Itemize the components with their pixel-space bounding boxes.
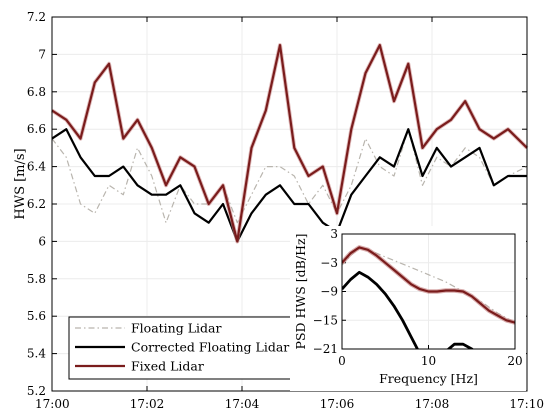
y-tick-label: 6 [38, 234, 46, 248]
inset-y-tick-label: −9 [320, 285, 338, 299]
legend-label: Corrected Floating Lidar [131, 340, 289, 355]
inset-x-tick-label: 20 [507, 354, 522, 368]
x-tick-label: 17:00 [35, 397, 70, 411]
inset-x-tick-label: 0 [338, 354, 346, 368]
inset-x-axis-label: Frequency [Hz] [379, 371, 478, 386]
main-plot-frame [51, 16, 528, 392]
x-tick-label: 17:06 [320, 397, 355, 411]
legend: Floating Lidar Corrected Floating Lidar Fi… [68, 316, 320, 380]
inset-y-tick-label: −3 [320, 256, 338, 270]
x-tick-label: 17:04 [225, 397, 260, 411]
y-tick-label: 6.4 [27, 160, 46, 174]
y-axis-label: HWS [m/s] [13, 148, 28, 219]
inset-y-tick-label: 3 [330, 227, 338, 241]
legend-label: Fixed Lidar [131, 359, 204, 374]
y-tick-label: 6.6 [27, 122, 46, 136]
inset-frame [341, 233, 516, 350]
y-tick-label: 5.6 [27, 309, 46, 323]
inset-series-group [342, 245, 515, 349]
main-plot: 5.2 5.4 5.6 5.8 6 6.2 6.4 6.6 6.8 7 7.2 17:00 17:02 1… [13, 10, 544, 411]
y-tick-label: 5.8 [27, 272, 46, 286]
x-tick-label: 17:08 [415, 397, 450, 411]
inset-y-axis-label: PSD HWS [dB/Hz] [293, 234, 308, 350]
series-line [51, 128, 527, 243]
inset-x-tick-label: 10 [421, 354, 436, 368]
y-tick-label: 5.2 [27, 384, 46, 398]
x-tick-label: 17:02 [130, 397, 165, 411]
inset-y-tick-label: −21 [313, 342, 338, 356]
y-tick-label: 6.2 [27, 197, 46, 211]
inset-y-tick-label: −15 [313, 313, 338, 327]
inset-series-line [342, 246, 515, 324]
inset-plot: 3−3−9−15−21010206Frequency [Hz]PSD HWS [… [290, 226, 526, 391]
inset-background [290, 226, 526, 391]
y-tick-label: 7 [38, 47, 46, 61]
legend-label: Floating Lidar [131, 321, 221, 336]
series-line [51, 128, 528, 224]
y-tick-label: 6.8 [27, 85, 46, 99]
inset-series-line [342, 270, 474, 349]
x-tick-label: 17:10 [509, 397, 544, 411]
y-tick-label: 5.4 [27, 347, 46, 361]
series-line [51, 43, 528, 243]
y-tick-label: 7.2 [27, 10, 46, 24]
